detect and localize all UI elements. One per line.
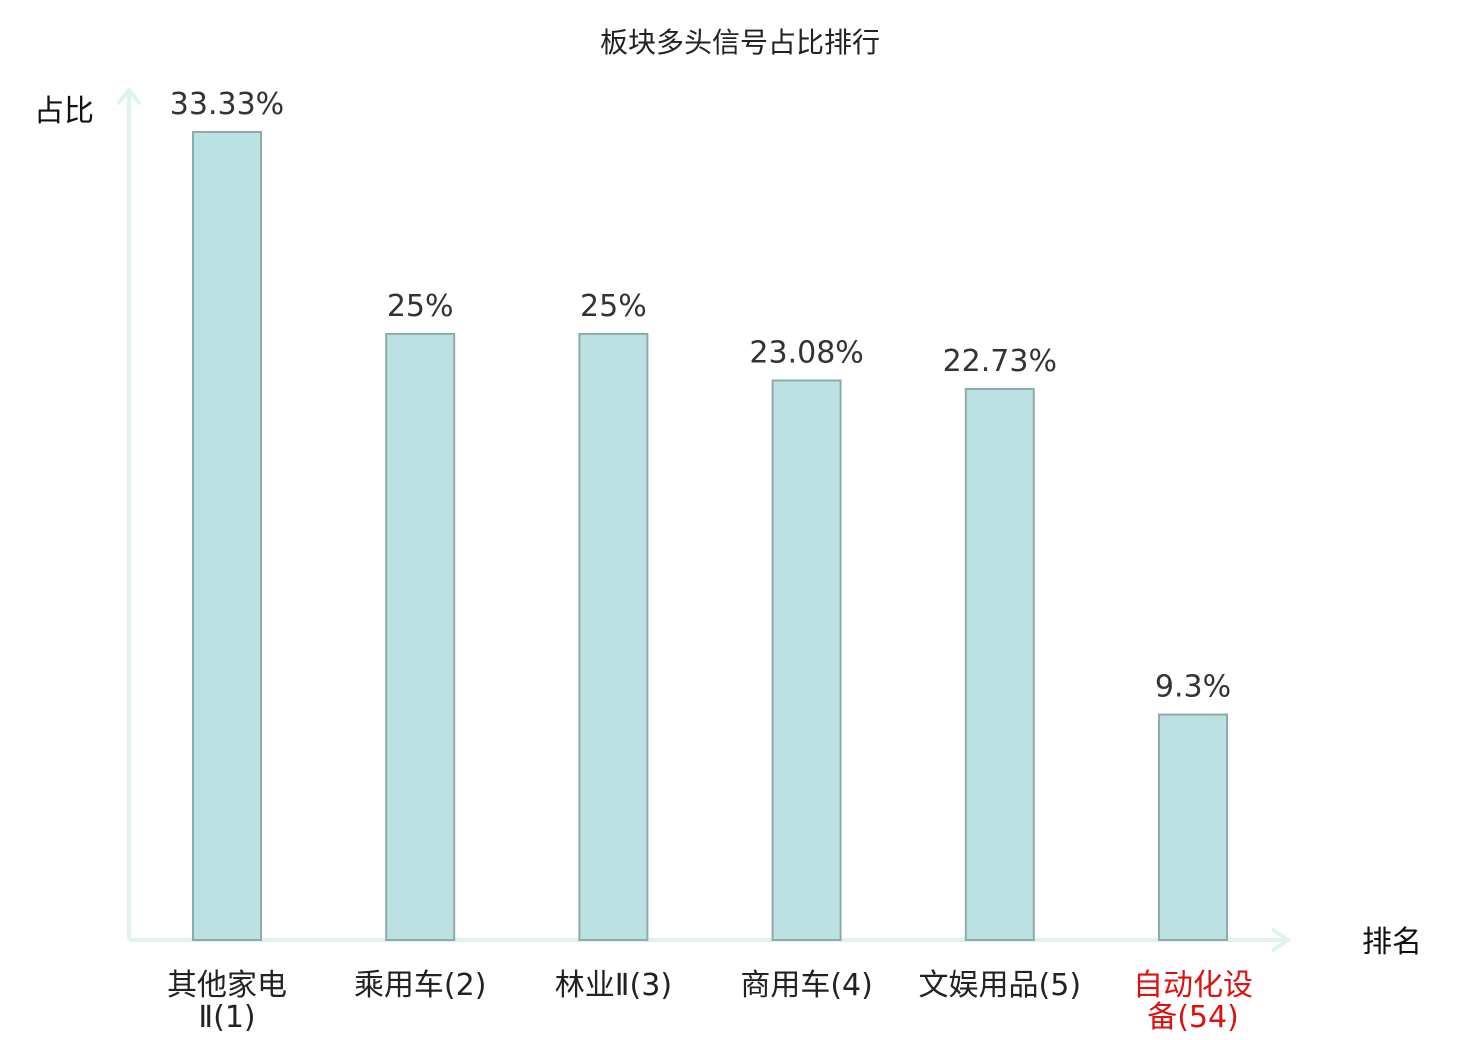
category-label-6-line-2: 备(54) <box>1147 1000 1239 1035</box>
category-label-5-line-1: 文娱用品(5) <box>919 968 1082 1003</box>
bars-group <box>192 131 1228 942</box>
bar-4 <box>771 379 842 941</box>
category-labels-group: 其他家电 Ⅱ(1) 乘用车(2) 林业Ⅱ(3) 商用车(4) 文娱用品(5) 自动化设备(5… <box>167 968 1253 1035</box>
x-axis-label: 排名 <box>1362 925 1422 960</box>
category-label-3: 林业Ⅱ(3) <box>555 968 672 1003</box>
y-axis-label: 占比 <box>34 94 94 129</box>
value-label-6: 9.3% <box>1155 670 1231 705</box>
x-axis-arrow <box>1270 927 1292 953</box>
value-label-3: 25% <box>580 289 647 324</box>
value-label-5: 22.73% <box>943 344 1057 379</box>
value-label-4: 23.08% <box>749 335 863 370</box>
category-label-6: 自动化设备(54) <box>1133 968 1253 1035</box>
category-label-1-line-2: Ⅱ(1) <box>198 1000 255 1035</box>
category-label-2: 乘用车(2) <box>354 968 487 1003</box>
chart-title: 板块多头信号占比排行 <box>600 26 880 59</box>
category-label-6-line-1: 自动化设 <box>1133 968 1253 1003</box>
axes <box>116 86 1292 953</box>
value-label-1: 33.33% <box>170 87 284 122</box>
bar-6 <box>1158 713 1228 942</box>
category-label-1-line-1: 其他家电 <box>167 968 287 1003</box>
category-label-3-line-1: 林业Ⅱ(3) <box>555 968 672 1003</box>
bar-3 <box>578 332 649 941</box>
category-label-4-line-1: 商用车(4) <box>740 968 873 1003</box>
value-label-2: 25% <box>387 289 454 324</box>
category-label-5: 文娱用品(5) <box>919 968 1082 1003</box>
category-label-4: 商用车(4) <box>740 968 873 1003</box>
bar-2 <box>385 332 456 941</box>
y-axis-arrow <box>116 86 142 106</box>
category-label-2-line-1: 乘用车(2) <box>354 968 487 1003</box>
bar-1 <box>192 131 262 941</box>
value-labels-group: 33.33% 25% 25% 23.08% 22.73% 9.3% <box>170 87 1231 705</box>
category-label-1: 其他家电 Ⅱ(1) <box>167 968 287 1035</box>
bar-5 <box>964 387 1035 941</box>
